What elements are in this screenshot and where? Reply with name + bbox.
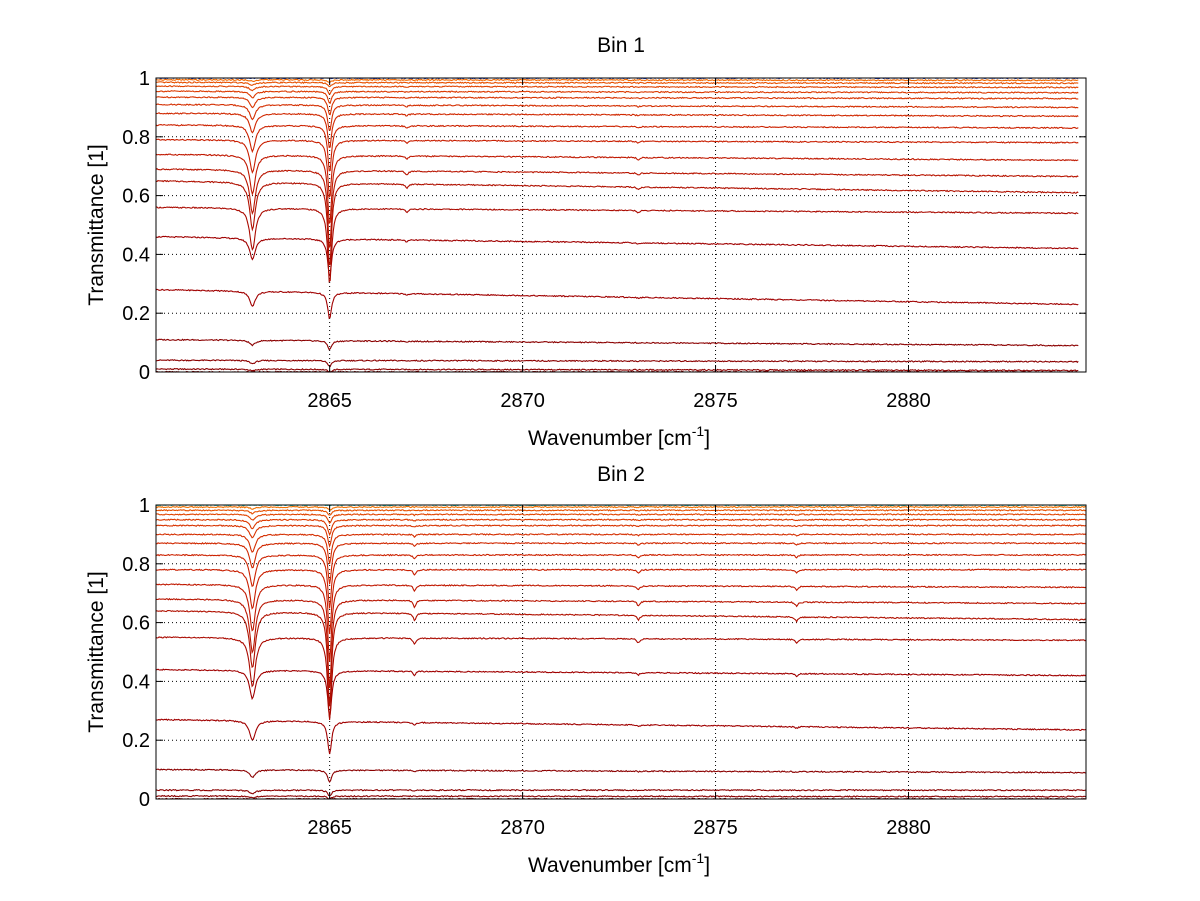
series-line	[155, 788, 1087, 797]
x-tick-label: 2880	[886, 817, 931, 839]
series-line	[155, 541, 1087, 585]
x-tick-label: 2865	[307, 390, 352, 412]
series-line	[155, 609, 1087, 707]
y-tick-label: 0.6	[122, 186, 150, 208]
series-line	[155, 90, 1079, 104]
y-tick-label: 0.2	[122, 303, 150, 325]
series-line	[155, 123, 1079, 172]
x-axis-label-end: ]	[704, 427, 710, 450]
series-line	[155, 794, 1087, 800]
chart-title: Bin 2	[597, 463, 645, 486]
y-tick-label: 0	[139, 789, 150, 811]
grid	[156, 78, 1086, 372]
series-line	[155, 359, 1079, 368]
series-line	[155, 179, 1079, 266]
series-line	[155, 167, 1079, 250]
x-axis-label: Wavenumber [cm-1]	[528, 850, 710, 877]
y-tick-label: 0.2	[122, 730, 150, 752]
axes-box	[155, 504, 1087, 800]
chart-title: Bin 1	[597, 34, 645, 57]
panel-bin-2: Bin 2 2865 2870 2875 2880 0 0.2 0.4 0.6 0.8 1 Tra…	[85, 463, 1087, 877]
y-tick-label: 0.8	[122, 127, 150, 149]
x-tick-label: 2875	[693, 817, 738, 839]
axes-box	[155, 77, 1087, 373]
series-line	[155, 513, 1087, 524]
x-axis-label-superscript: -1	[692, 423, 705, 439]
series-line	[155, 206, 1079, 283]
series-group	[155, 504, 1087, 800]
x-tick-label: 2865	[307, 817, 352, 839]
x-tick-label: 2880	[886, 390, 931, 412]
series-line	[155, 367, 1079, 373]
series-line	[155, 583, 1087, 662]
x-axis-label-end: ]	[704, 854, 710, 877]
x-axis-label-text: Wavenumber [cm	[528, 854, 692, 877]
x-axis-label-text: Wavenumber [cm	[528, 427, 692, 450]
series-line	[155, 85, 1079, 95]
series-line	[155, 718, 1087, 755]
series-line	[155, 153, 1079, 225]
x-tick-label: 2870	[500, 817, 545, 839]
series-line	[155, 553, 1087, 609]
series-line	[155, 338, 1079, 351]
series-line	[155, 81, 1079, 88]
x-tick-label: 2870	[500, 390, 545, 412]
series-line	[155, 235, 1079, 277]
series-line	[155, 95, 1079, 116]
ticks: 2865 2870 2875 2880 0 0.2 0.4 0.6 0.8 1	[122, 68, 1086, 412]
series-line	[155, 533, 1087, 564]
y-axis-label: Transmittance [1]	[85, 144, 108, 305]
series-line	[155, 668, 1087, 719]
series-line	[155, 597, 1087, 688]
series-line	[155, 768, 1087, 783]
series-group	[155, 77, 1079, 373]
series-line	[155, 508, 1087, 516]
x-tick-label: 2875	[693, 390, 738, 412]
y-tick-label: 0.8	[122, 554, 150, 576]
series-line	[155, 138, 1079, 199]
series-line	[155, 636, 1087, 720]
series-line	[155, 518, 1087, 537]
x-axis-label-superscript: -1	[692, 850, 705, 866]
panel-bin-1: Bin 1 2865 2870 2875 2880 0 0.2 0.4 0.6 0.8 1 Tra…	[85, 34, 1087, 450]
y-tick-label: 1	[139, 68, 150, 90]
y-tick-label: 0.4	[122, 671, 150, 693]
y-tick-label: 0	[139, 362, 150, 384]
ticks: 2865 2870 2875 2880 0 0.2 0.4 0.6 0.8 1	[122, 495, 1086, 839]
y-tick-label: 0.4	[122, 244, 150, 266]
y-tick-label: 1	[139, 495, 150, 517]
series-line	[155, 524, 1087, 549]
y-axis-label: Transmittance [1]	[85, 571, 108, 732]
series-line	[155, 112, 1079, 149]
grid	[156, 505, 1086, 799]
series-line	[155, 288, 1079, 320]
series-line	[155, 505, 1087, 511]
series-line	[155, 103, 1079, 131]
y-tick-label: 0.6	[122, 613, 150, 635]
series-line	[155, 78, 1079, 83]
x-axis-label: Wavenumber [cm-1]	[528, 423, 710, 450]
series-line	[155, 568, 1086, 635]
